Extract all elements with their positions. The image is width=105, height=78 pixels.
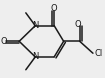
Text: Cl: Cl <box>95 49 103 58</box>
Text: N: N <box>32 21 38 30</box>
Text: O: O <box>51 4 58 13</box>
Text: N: N <box>32 52 38 61</box>
Text: O: O <box>0 37 7 46</box>
Text: O: O <box>74 20 81 29</box>
